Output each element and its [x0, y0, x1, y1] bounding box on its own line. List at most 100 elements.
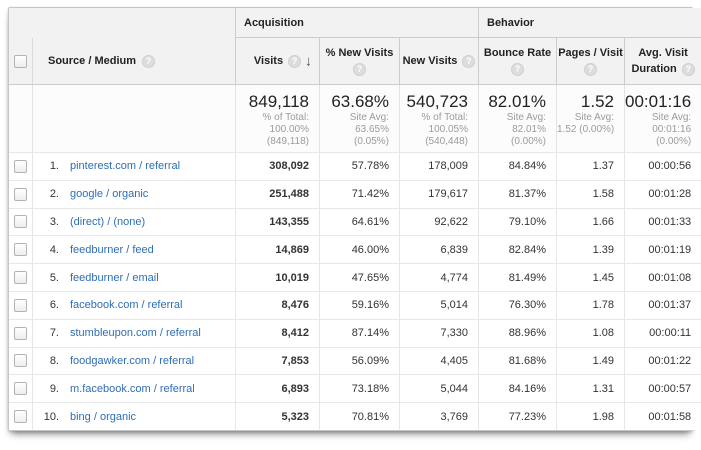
visits-cell: 7,853	[235, 346, 319, 375]
bounce-rate-label: Bounce Rate	[483, 46, 552, 59]
column-header-pct-new-visits[interactable]: % New Visits ?	[319, 38, 399, 85]
row-checkbox[interactable]	[14, 410, 27, 424]
row-checkbox[interactable]	[14, 159, 27, 173]
pages-visit-cell: 1.08	[556, 318, 624, 347]
row-index: 10.	[43, 410, 59, 423]
summary-subtext: 100.00%	[269, 124, 309, 135]
row-index: 1.	[49, 160, 59, 173]
summary-subtext: (849,118)	[266, 136, 309, 147]
visits-cell: 14,869	[235, 235, 319, 264]
pct-new-visits-cell: 46.00%	[319, 235, 399, 264]
summary-pages-visit-value: 1.52	[580, 92, 614, 111]
avg-duration-cell: 00:01:19	[624, 235, 701, 264]
row-checkbox[interactable]	[14, 187, 27, 201]
avg-duration-cell: 00:01:08	[624, 263, 701, 291]
row-index: 4.	[49, 243, 59, 256]
help-icon[interactable]: ?	[681, 62, 695, 76]
row-checkbox[interactable]	[14, 243, 27, 257]
bounce-rate-cell: 77.23%	[478, 402, 556, 430]
help-icon[interactable]: ?	[462, 54, 476, 68]
select-all-checkbox-cell	[9, 38, 33, 85]
new-visits-cell: 92,622	[399, 207, 478, 236]
group-behavior-label: Behavior	[487, 16, 535, 29]
summary-subtext: Site Avg:	[574, 112, 614, 123]
avg-duration-cell: 00:01:37	[624, 290, 701, 319]
summary-avg-duration-value: 00:01:16	[625, 92, 692, 111]
visits-cell: 251,488	[235, 179, 319, 208]
pct-new-visits-cell: 64.61%	[319, 207, 399, 236]
summary-subtext: (540,448)	[425, 136, 468, 147]
visits-cell: 10,019	[235, 263, 319, 291]
avg-duration-label-line1: Avg. Visit	[638, 46, 688, 59]
summary-pct-new-visits-value: 63.68%	[331, 92, 389, 111]
bounce-rate-cell: 81.68%	[478, 346, 556, 375]
column-header-bounce-rate[interactable]: Bounce Rate ?	[478, 38, 556, 85]
bounce-rate-cell: 82.84%	[478, 235, 556, 264]
pages-visit-cell: 1.78	[556, 290, 624, 319]
help-icon[interactable]: ?	[142, 54, 156, 68]
new-visits-cell: 3,769	[399, 402, 478, 430]
row-checkbox[interactable]	[14, 354, 27, 368]
row-checkbox[interactable]	[14, 382, 27, 396]
bounce-rate-cell: 84.84%	[478, 152, 556, 180]
select-all-checkbox[interactable]	[14, 54, 27, 68]
source-link[interactable]: (direct) / (none)	[70, 215, 146, 228]
pages-visit-cell: 1.66	[556, 207, 624, 236]
row-checkbox[interactable]	[14, 271, 27, 285]
source-link[interactable]: m.facebook.com / referral	[70, 382, 195, 395]
source-link[interactable]: feedburner / feed	[70, 243, 154, 256]
column-header-pages-visit[interactable]: Pages / Visit ?	[556, 38, 624, 85]
help-icon[interactable]: ?	[288, 54, 302, 68]
summary-visits-value: 849,118	[248, 92, 309, 111]
new-visits-cell: 6,839	[399, 235, 478, 264]
new-visits-label: New Visits	[402, 54, 458, 67]
summary-subtext: 100.05%	[428, 124, 468, 135]
summary-subtext: (0.00%)	[656, 136, 692, 147]
summary-pct-new-visits: 63.68% Site Avg: 63.65% (0.05%)	[319, 85, 399, 152]
pages-visit-cell: 1.58	[556, 179, 624, 208]
visits-cell: 6,893	[235, 374, 319, 403]
column-header-visits[interactable]: Visits ? ↓	[235, 38, 319, 85]
pages-visit-label: Pages / Visit	[558, 46, 623, 59]
new-visits-cell: 4,405	[399, 346, 478, 375]
new-visits-cell: 178,009	[399, 152, 478, 180]
group-header-behavior: Behavior	[478, 8, 701, 38]
summary-bounce-rate: 82.01% Site Avg: 82.01% (0.00%)	[478, 85, 556, 152]
row-checkbox[interactable]	[14, 298, 27, 312]
summary-subtext: Site Avg:	[651, 112, 692, 123]
column-header-new-visits[interactable]: New Visits ?	[399, 38, 478, 85]
new-visits-cell: 4,774	[399, 263, 478, 291]
source-link[interactable]: facebook.com / referral	[70, 299, 183, 312]
source-link[interactable]: foodgawker.com / referral	[70, 354, 195, 367]
row-index: 8.	[49, 354, 59, 367]
pages-visit-cell: 1.37	[556, 152, 624, 180]
visits-cell: 8,412	[235, 318, 319, 347]
column-header-avg-duration[interactable]: Avg. Visit Duration ?	[624, 38, 701, 85]
summary-subtext: (0.05%)	[353, 136, 389, 147]
summary-new-visits-value: 540,723	[406, 92, 468, 111]
bounce-rate-cell: 76.30%	[478, 290, 556, 319]
group-header-acquisition: Acquisition	[235, 8, 478, 38]
summary-pages-visit: 1.52 Site Avg: 1.52 (0.00%)	[556, 85, 624, 152]
row-index: 3.	[49, 215, 59, 228]
row-checkbox[interactable]	[14, 326, 27, 340]
pct-new-visits-cell: 56.09%	[319, 346, 399, 375]
source-link[interactable]: feedburner / email	[70, 271, 159, 284]
help-icon[interactable]: ?	[584, 62, 597, 76]
source-link[interactable]: bing / organic	[70, 410, 137, 423]
source-link[interactable]: google / organic	[70, 188, 149, 201]
visits-cell: 308,092	[235, 152, 319, 180]
help-icon[interactable]: ?	[353, 62, 366, 76]
avg-duration-cell: 00:00:11	[624, 318, 701, 347]
help-icon[interactable]: ?	[511, 62, 524, 76]
column-header-source-medium[interactable]: Source / Medium ?	[33, 38, 235, 85]
row-checkbox[interactable]	[14, 215, 27, 229]
pages-visit-cell: 1.49	[556, 346, 624, 375]
visits-cell: 5,323	[235, 402, 319, 430]
new-visits-cell: 7,330	[399, 318, 478, 347]
source-link[interactable]: stumbleupon.com / referral	[70, 327, 201, 340]
sort-desc-icon[interactable]: ↓	[305, 52, 312, 69]
source-medium-label: Source / Medium	[48, 54, 137, 67]
source-link[interactable]: pinterest.com / referral	[70, 160, 181, 173]
group-acquisition-label: Acquisition	[244, 16, 304, 29]
